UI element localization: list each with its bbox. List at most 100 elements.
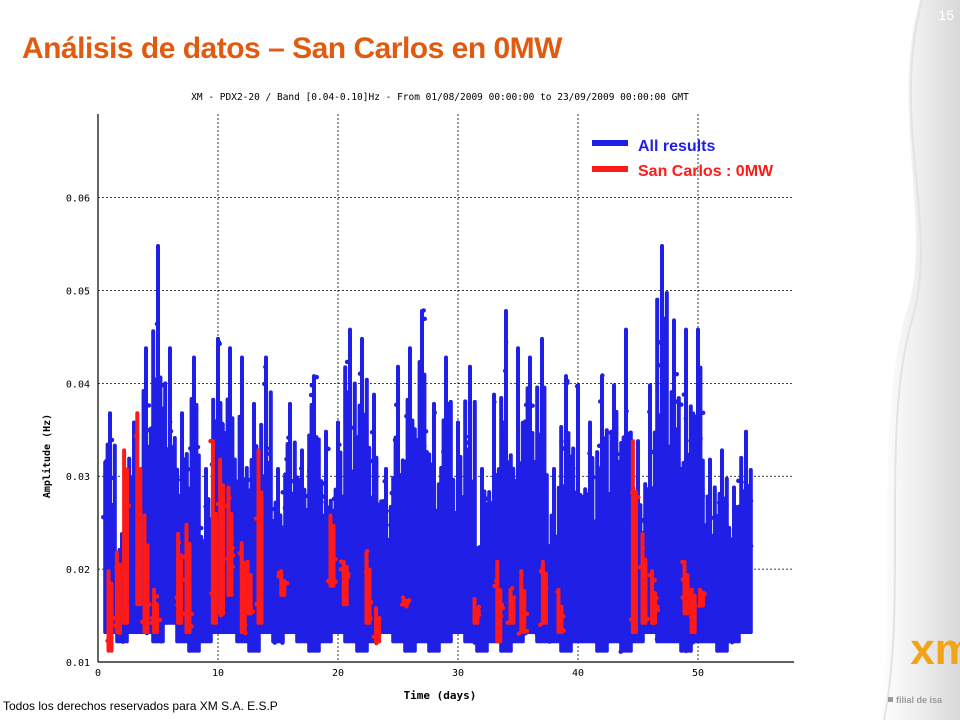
san-carlos-point [153,601,158,606]
all-results-point [667,575,672,580]
all-results-point [677,510,682,516]
san-carlos-point [652,578,657,583]
all-results-point [494,477,499,483]
y-axis-label: Amplitude (Hz) [42,414,53,498]
san-carlos-point [655,607,661,613]
all-results-point [589,501,594,506]
san-carlos-point [276,574,281,579]
all-results-point [423,429,429,434]
all-results-point [719,596,725,602]
all-results-point [595,606,601,611]
all-results-point [603,646,608,652]
all-results-point [280,490,285,495]
san-carlos-point [243,596,248,602]
all-results-point [167,419,173,425]
all-results-point [404,413,409,419]
all-results-point [160,546,165,551]
san-carlos-point [154,594,160,599]
legend-swatch-all-results [592,140,628,146]
san-carlos-point [338,567,344,572]
all-results-point [492,399,497,405]
all-results-point [181,474,186,480]
all-results-point [705,536,711,541]
san-carlos-point [374,640,379,646]
all-results-point [146,490,151,495]
all-results-point [699,570,705,575]
all-results-point [286,435,291,440]
san-carlos-point [189,611,195,617]
all-results-point [568,559,573,564]
san-carlos-point [136,538,141,543]
san-carlos-point [524,611,530,616]
san-carlos-point [257,607,262,613]
all-results-point [128,526,133,531]
san-carlos-point [284,580,290,586]
all-results-point [103,479,108,485]
all-results-point [120,639,126,644]
all-results-point [733,612,738,618]
all-results-point [467,500,472,505]
san-carlos-point [222,556,227,562]
san-carlos-point [141,570,147,575]
all-results-point [605,574,610,579]
all-results-point [564,530,569,535]
all-results-point [626,505,631,510]
all-results-point [459,616,465,622]
all-results-point [326,446,331,452]
san-carlos-point [105,638,110,643]
all-results-point [559,439,564,444]
all-results-point [284,457,289,462]
all-results-point [205,505,211,510]
all-results-point [174,495,179,500]
san-carlos-point [643,559,648,625]
all-results-point [347,601,353,606]
san-carlos-point [365,548,370,554]
all-results-point [579,538,585,543]
all-results-point [678,525,684,530]
all-results-point [469,504,474,509]
all-results-point [369,458,375,464]
all-results-point [216,339,222,345]
all-results-point [582,567,587,573]
all-results-point [676,606,682,611]
all-results-point [687,470,693,475]
all-results-point [336,563,342,569]
all-results-point [222,460,228,465]
san-carlos-point [640,580,646,585]
amplitude-chart: 0.01 0.02 0.03 0.04 0.05 0.06 0 10 20 30 40 50 XM -… [42,92,794,702]
all-results-point [302,596,307,602]
all-results-point [529,487,534,492]
series-all-results [101,244,754,654]
all-results-point [460,560,465,565]
san-carlos-point [257,589,263,595]
san-carlos-point [377,618,382,644]
all-results-point [547,639,552,644]
all-results-point [341,507,346,513]
san-carlos-point [145,543,150,635]
all-results-point [513,545,518,550]
san-carlos-point [247,603,252,609]
all-results-point [263,364,268,370]
all-results-point [683,416,688,421]
all-results-point [615,451,620,457]
all-results-point [161,383,166,388]
all-results-point [422,316,427,322]
san-carlos-point [637,565,643,570]
all-results-point [315,606,321,612]
san-carlos-point [230,564,236,569]
san-carlos-point [524,628,530,634]
san-carlos-point [499,613,504,619]
y-tick-label: 0.05 [66,286,90,297]
san-carlos-point [152,613,158,618]
all-results-point [286,557,292,562]
all-results-point [747,602,752,608]
all-results-point [618,649,623,654]
y-tick-label: 0.01 [66,658,90,669]
san-carlos-point [376,631,382,636]
all-results-point [601,472,606,478]
all-results-point [679,402,684,407]
san-carlos-point [250,609,256,614]
x-axis-label: Time (days) [404,689,477,702]
all-results-point [331,496,337,502]
all-results-point [427,572,432,578]
